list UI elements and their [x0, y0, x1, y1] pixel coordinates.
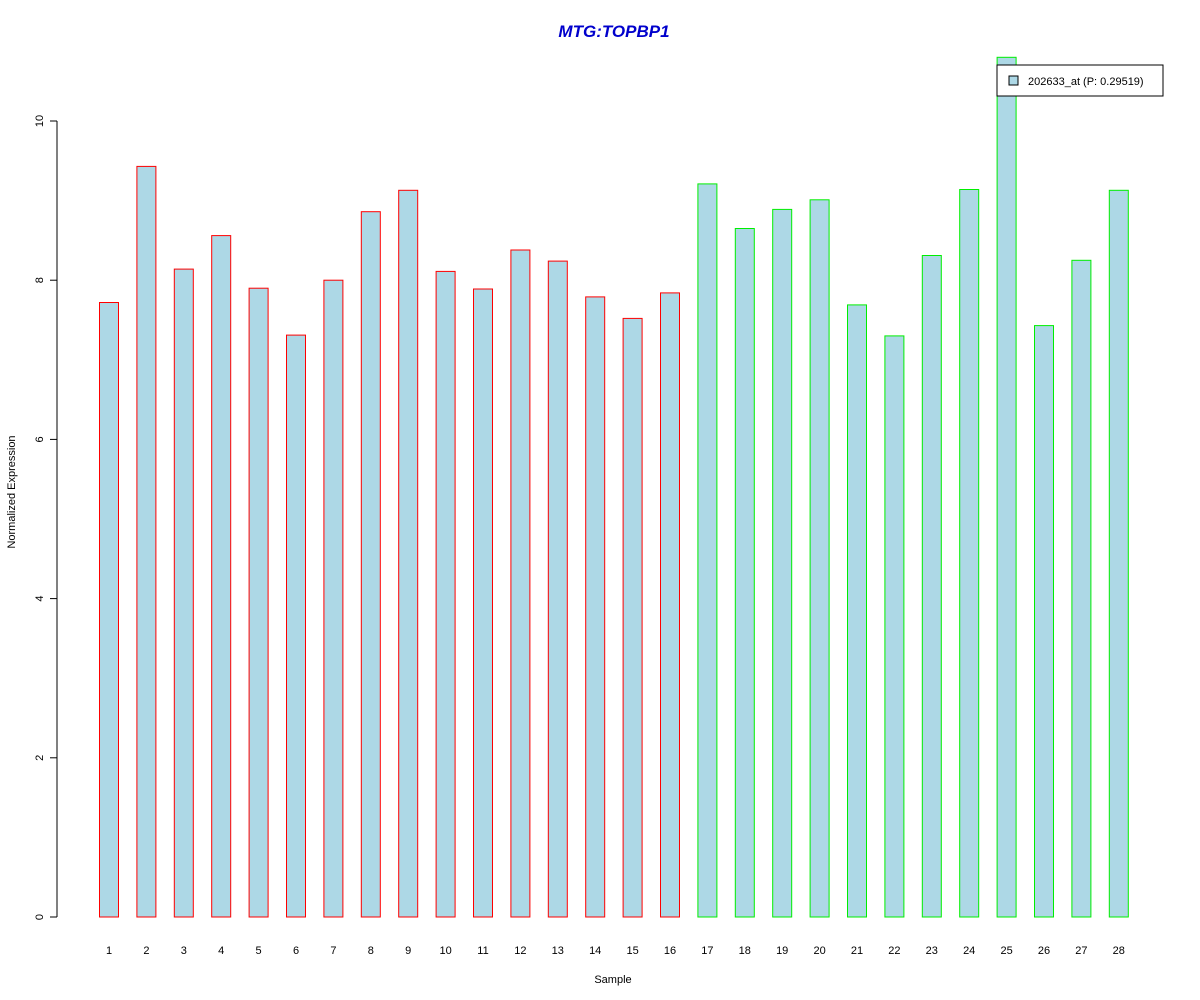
bar-sample-4 [211, 235, 232, 918]
x-tick-label-14: 14 [589, 945, 601, 957]
x-tick-label-25: 25 [1000, 945, 1012, 957]
x-axis-label: Sample [594, 974, 631, 986]
bar-sample-19 [772, 208, 793, 918]
x-tick-label-23: 23 [926, 945, 938, 957]
x-tick-label-4: 4 [218, 945, 224, 957]
x-tick-label-16: 16 [664, 945, 676, 957]
x-tick-label-22: 22 [888, 945, 900, 957]
x-tick-label-20: 20 [813, 945, 825, 957]
bar-sample-25 [996, 56, 1017, 918]
x-tick-label-2: 2 [143, 945, 149, 957]
y-tick-label: 0 [34, 914, 46, 920]
y-tick-label: 6 [34, 436, 46, 442]
legend-label: 202633_at (P: 0.29519) [1028, 76, 1144, 88]
x-tick-label-15: 15 [626, 945, 638, 957]
bar-sample-6 [286, 334, 306, 918]
legend: 202633_at (P: 0.29519) [996, 64, 1164, 97]
bar-sample-11 [473, 288, 493, 918]
bar-sample-5 [248, 287, 269, 918]
bars [99, 56, 1129, 918]
bar-sample-14 [585, 296, 606, 918]
bar-sample-2 [136, 165, 157, 918]
y-axis-label: Normalized Expression [6, 435, 18, 548]
bar-sample-18 [734, 228, 755, 918]
x-tick-label-6: 6 [293, 945, 299, 957]
y-axis: 0 2 4 6 8 10 [34, 115, 58, 920]
x-tick-label-10: 10 [439, 945, 451, 957]
legend-box [996, 64, 1164, 97]
bar-sample-23 [921, 255, 942, 918]
x-tick-label-8: 8 [368, 945, 374, 957]
x-tick-label-12: 12 [514, 945, 526, 957]
chart-title: MTG:TOPBP1 [558, 22, 669, 41]
x-tick-label-11: 11 [477, 945, 488, 957]
bar-sample-15 [622, 317, 643, 918]
x-tick-label-1: 1 [106, 945, 112, 957]
bar-sample-26 [1034, 325, 1054, 918]
x-tick-label-5: 5 [256, 945, 262, 957]
y-tick-label: 4 [34, 596, 46, 602]
bar-sample-12 [510, 249, 531, 918]
y-tick-label: 8 [34, 277, 46, 283]
x-tick-label-9: 9 [405, 945, 411, 957]
bar-sample-10 [435, 270, 456, 918]
bar-sample-7 [323, 279, 344, 918]
bar-sample-1 [99, 302, 119, 918]
x-tick-label-7: 7 [330, 945, 336, 957]
y-tick-label: 10 [34, 115, 46, 127]
bar-sample-16 [660, 292, 680, 918]
bar-sample-21 [847, 304, 867, 918]
x-tick-label-3: 3 [181, 945, 187, 957]
bar-sample-17 [697, 183, 718, 918]
bar-sample-28 [1108, 189, 1129, 918]
x-tick-label-13: 13 [552, 945, 564, 957]
x-tick-label-26: 26 [1038, 945, 1050, 957]
bar-sample-8 [360, 211, 381, 918]
x-tick-label-27: 27 [1075, 945, 1087, 957]
x-tick-label-21: 21 [851, 945, 863, 957]
x-tick-label-18: 18 [739, 945, 751, 957]
bar-sample-20 [809, 199, 830, 918]
bar-sample-27 [1071, 259, 1092, 918]
bar-sample-9 [398, 189, 419, 918]
x-tick-label-19: 19 [776, 945, 788, 957]
x-tick-label-28: 28 [1113, 945, 1125, 957]
y-tick-label: 2 [34, 755, 46, 761]
bar-sample-13 [547, 260, 568, 918]
x-tick-label-24: 24 [963, 945, 975, 957]
legend-swatch [1008, 75, 1019, 86]
bar-sample-24 [959, 189, 980, 918]
bar-sample-3 [173, 268, 194, 918]
x-tick-label-17: 17 [701, 945, 713, 957]
bar-sample-22 [884, 335, 905, 918]
x-tick-labels: 1 2 3 4 5 6 7 8 9 10 11 12 13 14 15 16 17 18 19 20 21 22 23 24 2… [106, 945, 1125, 957]
